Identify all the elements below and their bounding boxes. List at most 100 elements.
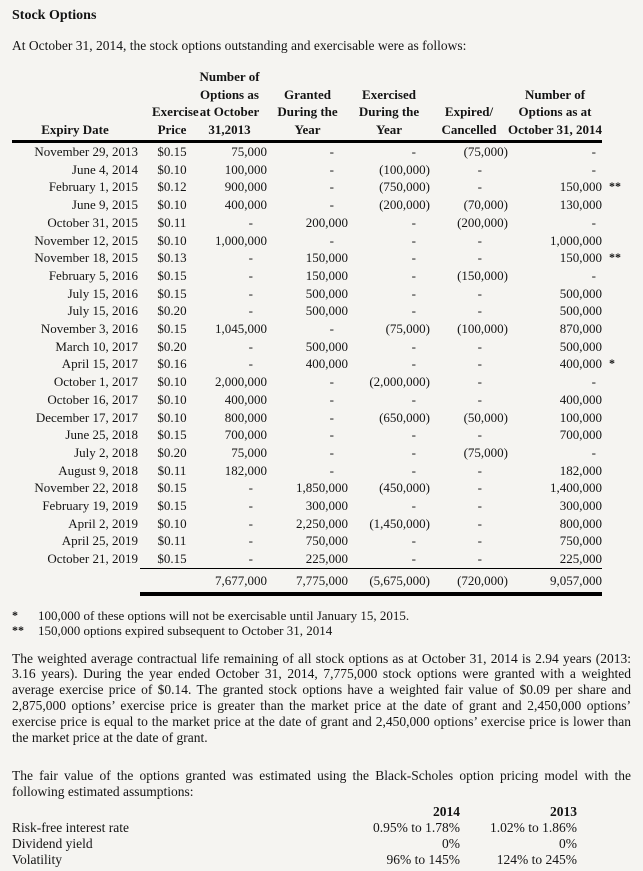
col-header-2014: 2014	[433, 803, 460, 819]
cell-exercised: -	[411, 303, 416, 319]
intro-text: At October 31, 2014, the stock options o…	[12, 38, 467, 53]
cell-granted: -	[329, 321, 334, 337]
options-table-row: August 9, 2018 $0.11 182,000 - - - 182,0…	[12, 462, 632, 480]
cell-footnote-marker	[602, 320, 632, 338]
cell-expiry-date: June 9, 2015	[71, 197, 138, 213]
cell-options-2014: 225,000	[559, 551, 602, 567]
cell-exercise-price: $0.15	[157, 321, 187, 337]
footnote: ** 150,000 options expired subsequent to…	[12, 623, 631, 639]
cell-options-2014: 500,000	[559, 285, 602, 301]
cell-expired-cancelled: -	[477, 498, 482, 514]
cell-exercised: -	[411, 498, 416, 514]
totals-cell-expiry	[12, 568, 140, 593]
assumption-value-2013: 0%	[559, 835, 577, 851]
cell-exercise-price: $0.10	[157, 197, 187, 213]
paragraph-contractual-life: The weighted average contractual life re…	[12, 650, 631, 746]
cell-exercised: (750,000)	[379, 179, 430, 195]
cell-options-2013: 700,000	[224, 427, 267, 443]
assumption-value-2013: 124% to 245%	[496, 851, 577, 867]
cell-footnote-marker	[602, 532, 632, 550]
options-table-row: June 9, 2015 $0.10 400,000 - (200,000) (…	[12, 196, 632, 214]
cell-granted: -	[329, 374, 334, 390]
options-table-row: October 16, 2017 $0.10 400,000 - - - 400…	[12, 391, 632, 409]
cell-exercise-price: $0.10	[157, 232, 187, 248]
cell-expiry-date: November 29, 2013	[34, 144, 138, 159]
cell-exercise-price: $0.15	[157, 551, 187, 567]
cell-expiry-date: April 25, 2019	[61, 533, 138, 549]
cell-exercise-price: $0.15	[157, 144, 187, 159]
assumption-label: Volatility	[12, 851, 63, 867]
cell-options-2014: 400,000	[559, 356, 602, 372]
cell-exercise-price: $0.11	[157, 462, 187, 478]
cell-options-2013: -	[248, 267, 253, 283]
cell-expired-cancelled: (200,000)	[457, 214, 508, 230]
cell-expiry-date: November 3, 2016	[40, 321, 138, 337]
cell-exercised: (200,000)	[379, 197, 430, 213]
totals-cell-granted: 7,775,000	[267, 567, 348, 596]
cell-footnote-marker	[602, 196, 632, 214]
cell-options-2013: 900,000	[224, 179, 267, 195]
cell-expired-cancelled: -	[477, 356, 482, 372]
col-header-options-2014: Number of Options as at October 31, 2014	[508, 68, 602, 143]
options-table-row: February 1, 2015 $0.12 900,000 - (750,00…	[12, 178, 632, 196]
cell-expiry-date: April 2, 2019	[68, 515, 138, 531]
cell-exercised: (450,000)	[379, 480, 430, 496]
cell-granted: 150,000	[305, 250, 348, 266]
cell-options-2013: -	[248, 498, 253, 514]
cell-expired-cancelled: -	[477, 480, 482, 496]
cell-footnote-marker	[602, 426, 632, 444]
cell-footnote-marker	[602, 444, 632, 462]
cell-exercise-price: $0.20	[157, 444, 187, 460]
cell-exercised: (2,000,000)	[369, 374, 430, 390]
options-table-row: July 15, 2016 $0.15 - 500,000 - - 500,00…	[12, 285, 632, 303]
cell-options-2013: -	[248, 356, 253, 372]
cell-granted: -	[329, 427, 334, 443]
cell-exercised: -	[411, 144, 416, 159]
cell-expiry-date: June 4, 2014	[71, 161, 138, 177]
cell-options-2014: 300,000	[559, 498, 602, 514]
cell-expired-cancelled: -	[477, 285, 482, 301]
cell-expiry-date: February 19, 2019	[42, 498, 138, 514]
options-table-row: June 4, 2014 $0.10 100,000 - (100,000) -…	[12, 161, 632, 179]
cell-footnote-marker: **	[609, 179, 621, 194]
cell-granted: 400,000	[305, 356, 348, 372]
footnote-marker: *	[12, 607, 18, 622]
cell-expiry-date: July 2, 2018	[74, 444, 138, 460]
cell-footnote-marker	[602, 515, 632, 533]
cell-granted: -	[329, 197, 334, 213]
cell-footnote-marker	[602, 232, 632, 250]
cell-expiry-date: November 18, 2015	[34, 250, 138, 266]
cell-footnote-marker	[602, 373, 632, 391]
cell-options-2013: -	[248, 250, 253, 266]
cell-options-2014: 500,000	[559, 303, 602, 319]
cell-granted: 500,000	[305, 285, 348, 301]
options-table-row: February 19, 2019 $0.15 - 300,000 - - 30…	[12, 497, 632, 515]
cell-expiry-date: March 10, 2017	[55, 338, 138, 354]
options-table-row: November 3, 2016 $0.15 1,045,000 - (75,0…	[12, 320, 632, 338]
cell-expired-cancelled: (75,000)	[463, 444, 508, 460]
cell-options-2013: -	[248, 515, 253, 531]
cell-expired-cancelled: -	[477, 533, 482, 549]
cell-options-2013: -	[248, 480, 253, 496]
cell-options-2014: 1,400,000	[550, 480, 602, 496]
cell-granted: -	[329, 409, 334, 425]
cell-options-2013: 1,045,000	[215, 321, 267, 337]
assumption-value-2014: 0.95% to 1.78%	[373, 819, 460, 835]
cell-options-2014: 100,000	[559, 409, 602, 425]
options-table-row: October 21, 2019 $0.15 - 225,000 - - 225…	[12, 550, 632, 568]
cell-footnote-marker	[602, 161, 632, 179]
cell-granted: -	[329, 444, 334, 460]
assumption-value-2014: 0%	[442, 835, 460, 851]
cell-exercised: -	[411, 250, 416, 266]
cell-exercised: -	[411, 338, 416, 354]
cell-expiry-date: February 5, 2016	[48, 267, 138, 283]
cell-footnote-marker	[602, 409, 632, 427]
cell-exercised: (1,450,000)	[369, 515, 430, 531]
footnote-text: 100,000 of these options will not be exe…	[38, 607, 410, 623]
assumption-row: Risk-free interest rate 0.95% to 1.78% 1…	[12, 820, 577, 836]
cell-expiry-date: October 1, 2017	[53, 374, 138, 390]
cell-options-2014: -	[591, 144, 596, 159]
cell-options-2014: 150,000	[559, 250, 602, 266]
cell-exercise-price: $0.15	[157, 427, 187, 443]
options-table-row: March 10, 2017 $0.20 - 500,000 - - 500,0…	[12, 338, 632, 356]
